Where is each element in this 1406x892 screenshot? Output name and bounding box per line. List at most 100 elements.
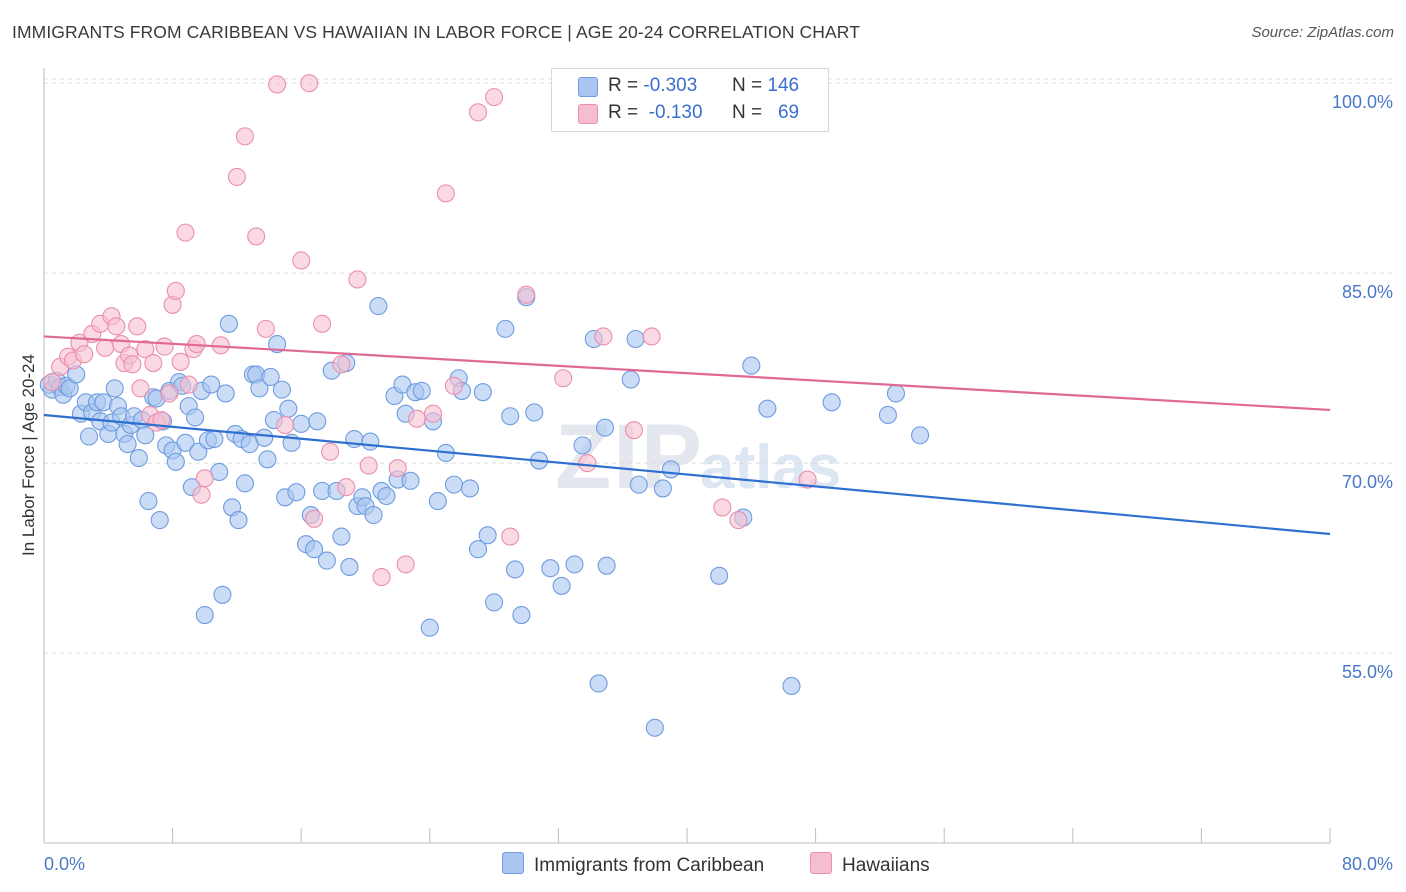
point-hawaiians xyxy=(131,379,150,398)
point-hawaiians xyxy=(798,470,817,489)
point-caribbean xyxy=(166,452,185,471)
point-caribbean xyxy=(412,381,431,400)
point-caribbean xyxy=(364,505,383,525)
point-caribbean xyxy=(129,448,148,468)
legend-r-hawaiians: R = -0.130 xyxy=(608,102,703,123)
point-hawaiians xyxy=(192,485,211,504)
point-hawaiians xyxy=(468,103,488,122)
point-caribbean xyxy=(213,585,232,604)
point-caribbean xyxy=(255,428,274,447)
point-hawaiians xyxy=(372,568,391,587)
point-hawaiians xyxy=(152,410,171,430)
point-caribbean xyxy=(621,370,640,389)
point-caribbean xyxy=(261,367,280,387)
point-caribbean xyxy=(250,379,269,398)
x-tick-label-max: 80.0% xyxy=(1342,854,1393,874)
axis-labels: 55.0% 70.0% 85.0% 100.0% 0.0% 80.0% In Labor F… xyxy=(19,92,1393,874)
point-caribbean xyxy=(235,474,254,493)
point-caribbean xyxy=(202,375,221,394)
legend-label-hawaiians: Hawaiians xyxy=(842,855,930,876)
trend-line-hawaiians xyxy=(43,335,1331,412)
point-caribbean xyxy=(118,435,137,454)
point-caribbean xyxy=(742,356,761,375)
point-caribbean xyxy=(911,426,930,445)
point-caribbean xyxy=(79,427,99,446)
point-caribbean xyxy=(758,399,777,418)
point-hawaiians xyxy=(396,555,415,574)
point-caribbean xyxy=(205,429,224,449)
legend-swatch-caribbean-bottom xyxy=(502,852,524,874)
x-tick-label-min: 0.0% xyxy=(44,854,85,874)
point-caribbean xyxy=(219,314,238,333)
point-caribbean xyxy=(478,526,497,545)
point-hawaiians xyxy=(235,127,254,146)
point-caribbean xyxy=(361,432,380,451)
point-caribbean xyxy=(485,593,504,612)
point-caribbean xyxy=(216,384,235,403)
point-caribbean xyxy=(629,475,648,494)
point-caribbean xyxy=(552,576,571,595)
legend-swatch-hawaiians-bottom xyxy=(810,852,832,874)
axes xyxy=(43,68,1331,844)
point-hawaiians xyxy=(179,375,198,394)
point-caribbean xyxy=(229,511,248,530)
point-caribbean xyxy=(136,426,155,445)
point-caribbean xyxy=(822,393,841,412)
point-hawaiians xyxy=(268,75,287,94)
point-caribbean xyxy=(369,297,388,316)
point-hawaiians xyxy=(247,227,266,246)
point-hawaiians xyxy=(729,511,748,530)
point-hawaiians xyxy=(501,527,520,546)
point-caribbean xyxy=(645,718,664,737)
point-hawaiians xyxy=(554,369,573,388)
point-caribbean xyxy=(653,479,672,498)
y-axis-label: In Labor Force | Age 20-24 xyxy=(19,354,38,556)
point-caribbean xyxy=(287,483,306,502)
legend-label-caribbean: Immigrants from Caribbean xyxy=(534,855,765,876)
point-hawaiians xyxy=(305,509,324,528)
data-points xyxy=(39,74,930,737)
point-hawaiians xyxy=(594,327,613,346)
point-hawaiians xyxy=(136,340,155,359)
point-caribbean xyxy=(505,560,525,579)
point-caribbean xyxy=(340,557,359,576)
point-hawaiians xyxy=(624,421,644,440)
point-hawaiians xyxy=(292,251,311,270)
point-caribbean xyxy=(710,566,729,585)
point-caribbean xyxy=(589,674,608,693)
legend-n-hawaiians: N = 69 xyxy=(732,102,800,123)
point-hawaiians xyxy=(256,319,275,338)
point-caribbean xyxy=(597,556,616,575)
point-hawaiians xyxy=(107,317,126,336)
point-caribbean xyxy=(258,450,277,469)
point-caribbean xyxy=(444,475,463,494)
point-caribbean xyxy=(195,606,214,625)
chart-source: Source: ZipAtlas.com xyxy=(1251,24,1394,41)
point-caribbean xyxy=(468,540,488,559)
point-hawaiians xyxy=(300,74,319,93)
chart-title: IMMIGRANTS FROM CARIBBEAN VS HAWAIIAN IN… xyxy=(12,22,861,42)
trend-lines xyxy=(43,335,1331,536)
point-hawaiians xyxy=(423,404,443,423)
point-caribbean xyxy=(401,471,420,490)
y-tick-label: 70.0% xyxy=(1342,472,1393,492)
legend-item-caribbean: Immigrants from Caribbean xyxy=(502,852,764,877)
point-caribbean xyxy=(501,407,520,426)
point-hawaiians xyxy=(276,416,295,435)
point-caribbean xyxy=(305,540,324,559)
point-hawaiians xyxy=(348,270,367,289)
point-caribbean xyxy=(377,486,396,506)
series-legend: Immigrants from Caribbean Hawaiians xyxy=(0,852,1406,878)
point-caribbean xyxy=(420,618,439,637)
point-caribbean xyxy=(317,551,336,570)
point-hawaiians xyxy=(42,373,62,392)
point-hawaiians xyxy=(713,498,732,517)
point-caribbean xyxy=(626,329,645,349)
point-caribbean xyxy=(308,412,327,431)
point-caribbean xyxy=(661,460,680,479)
point-hawaiians xyxy=(485,88,504,107)
point-hawaiians xyxy=(436,184,455,203)
point-hawaiians xyxy=(517,285,536,304)
point-caribbean xyxy=(525,403,544,422)
